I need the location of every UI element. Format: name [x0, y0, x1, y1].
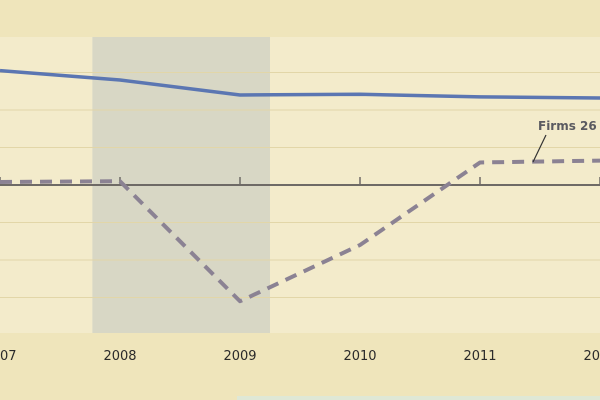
series-line-firms — [0, 158, 600, 304]
x-tick-label: 2007 — [0, 349, 17, 364]
x-tick-label: 2008 — [103, 349, 136, 364]
x-tick-label: 2011 — [463, 349, 496, 364]
series-annotation: Firms 26 y — [538, 119, 600, 133]
bottom-panel-edge — [237, 396, 600, 400]
x-tick-label: 2010 — [343, 349, 376, 364]
series-line-solid — [0, 68, 600, 100]
annotation-leader — [532, 134, 547, 163]
x-tick-label: 2009 — [223, 349, 256, 364]
x-tick-label: 2012 — [583, 349, 600, 364]
